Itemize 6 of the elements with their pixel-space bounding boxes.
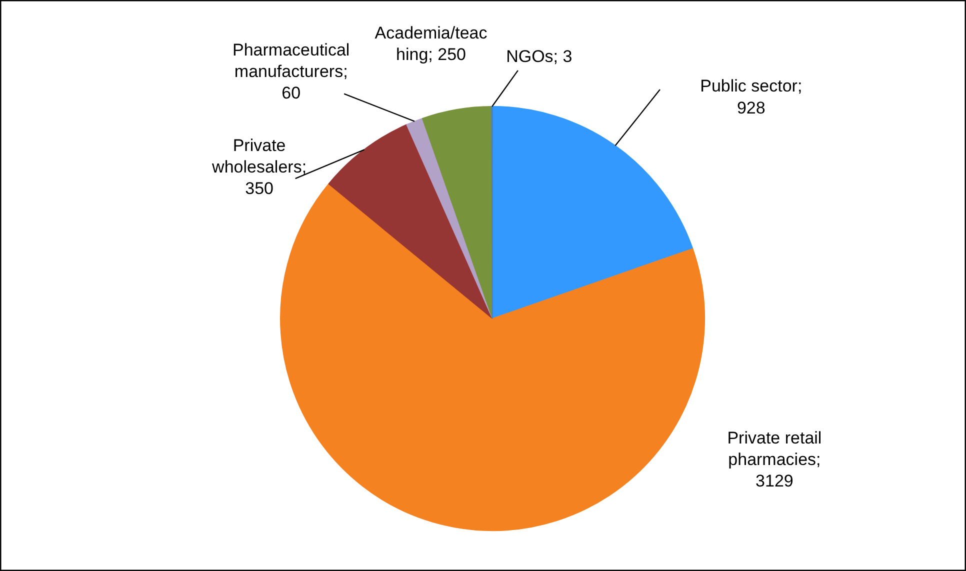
slice-label: Private retail pharmacies; 3129 <box>727 428 822 491</box>
slice-label: Public sector; 928 <box>700 76 802 118</box>
slice-label: NGOs; 3 <box>506 47 572 66</box>
slice-label: Academia/teaching; 250 <box>374 24 488 64</box>
slice-label: Pharmaceutical manufacturers; 60 <box>232 40 350 103</box>
slice-label: Private wholesalers; 350 <box>211 136 307 198</box>
